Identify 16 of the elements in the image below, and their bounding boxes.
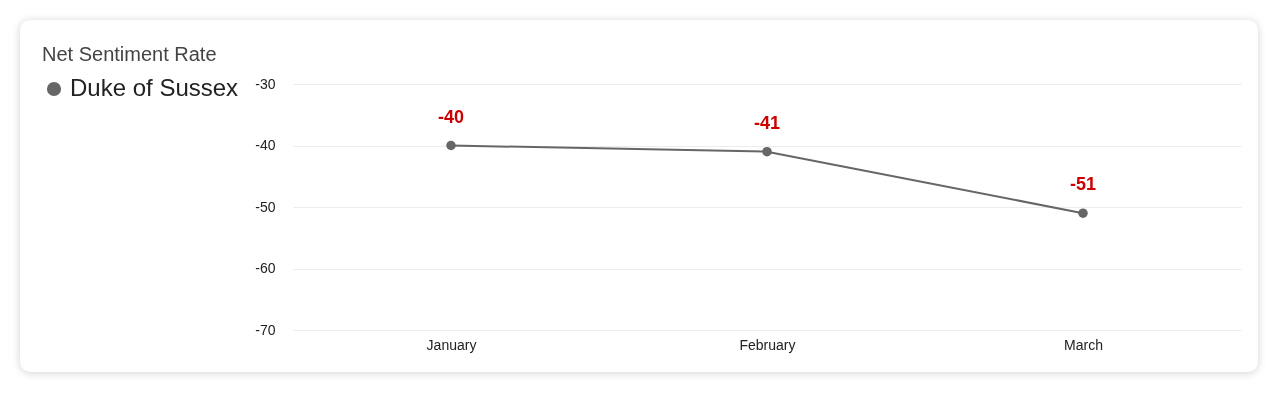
x-tick-label: March — [1064, 336, 1103, 353]
text: Net Sentiment Rate — [42, 43, 217, 65]
y-tick-label: -30 — [255, 75, 276, 92]
point — [1078, 208, 1088, 218]
x-tick-label: February — [739, 336, 796, 353]
y-tick-label: -40 — [255, 137, 276, 153]
point — [446, 140, 456, 151]
point — [762, 146, 772, 157]
data-label: -40 — [437, 106, 465, 127]
data-label: -51 — [1069, 174, 1097, 195]
y-tick-label: -50 — [255, 198, 276, 215]
y-tick-label: -70 — [255, 321, 276, 338]
legend-label: Duke of Sussex — [70, 74, 239, 101]
data-label: -41 — [753, 112, 781, 133]
y-tick-label: -60 — [255, 260, 276, 276]
x-tick-label: January — [426, 336, 477, 353]
